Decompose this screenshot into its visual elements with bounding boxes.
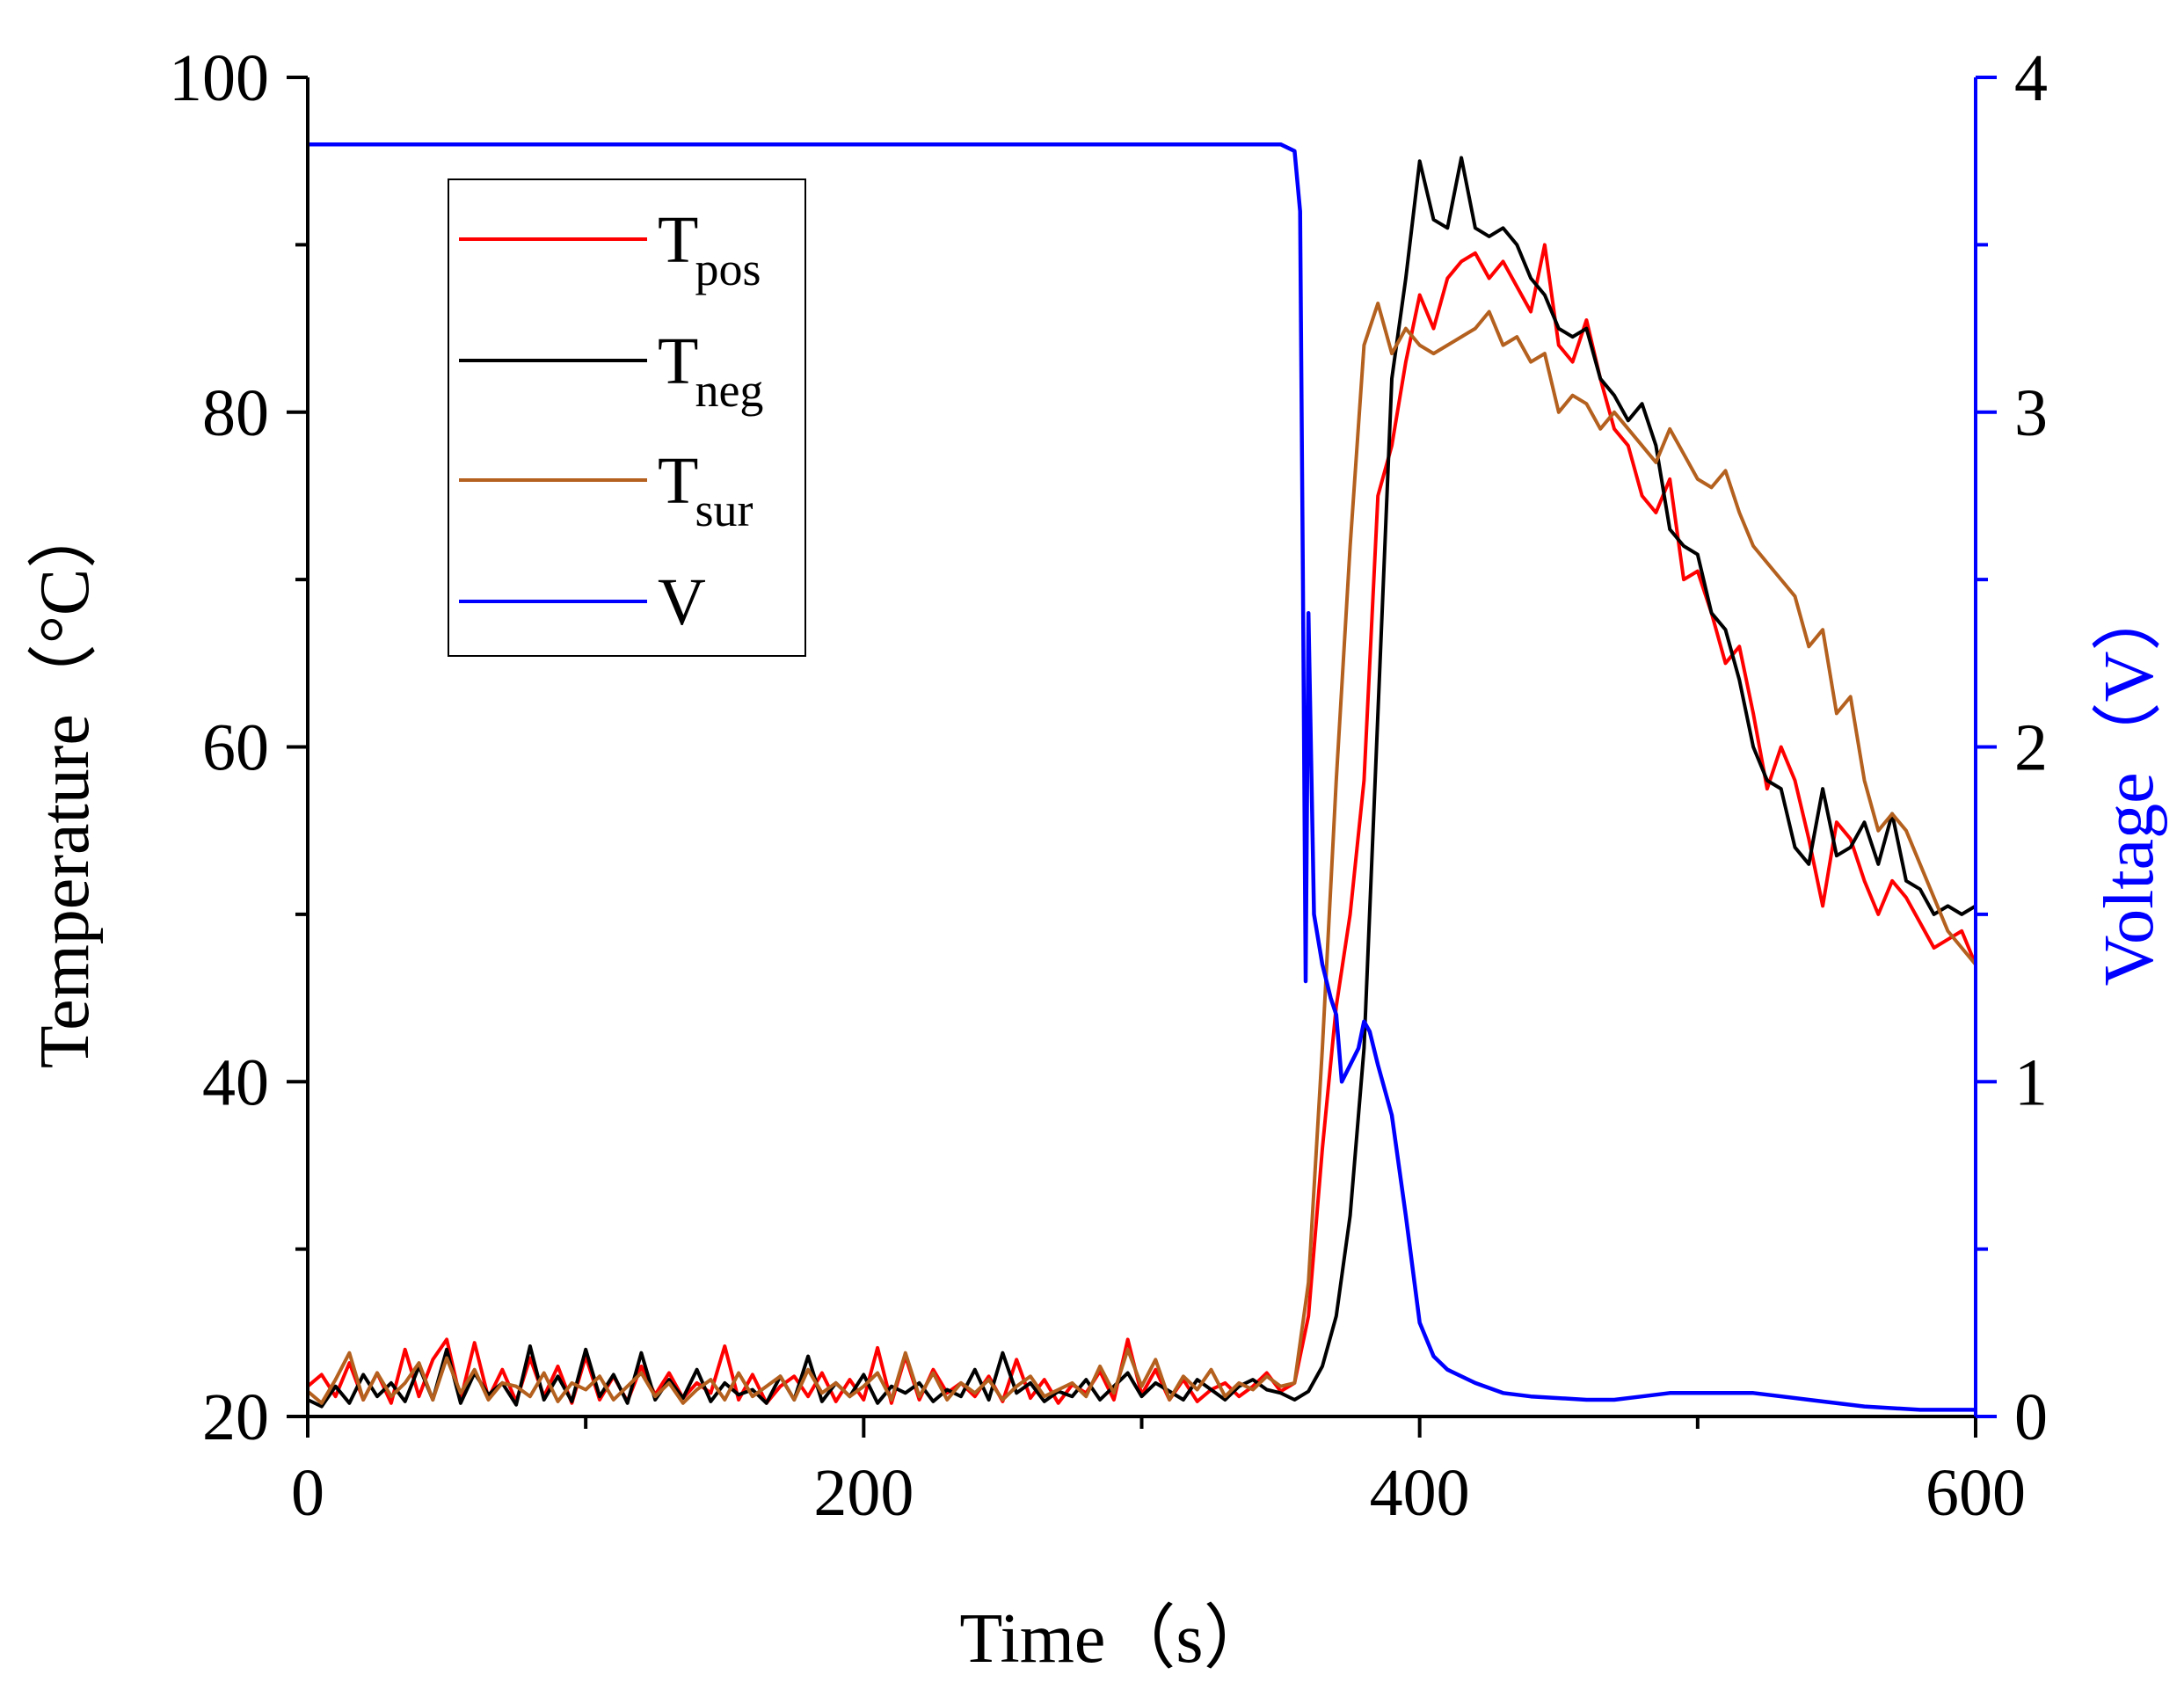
y-left-tick-label: 100 bbox=[169, 41, 269, 115]
y-right-tick-label: 2 bbox=[2014, 711, 2048, 785]
y-left-tick-label: 60 bbox=[202, 711, 269, 785]
series-line-V bbox=[308, 142, 1976, 1412]
ticks: 0 200 400 600 20 40 60 80 100 0 1 2 3 4 bbox=[169, 41, 2048, 1530]
y-right-tick-label: 0 bbox=[2014, 1380, 2048, 1454]
y-left-axis-title: Temperature（°C） bbox=[26, 499, 104, 1068]
legend-label-pos: Tpos bbox=[658, 203, 761, 295]
y-right-tick-label: 4 bbox=[2014, 41, 2048, 115]
legend-label-V: V bbox=[658, 565, 706, 639]
x-tick-label: 400 bbox=[1370, 1456, 1470, 1530]
legend-label-sur: Tsur bbox=[658, 444, 753, 536]
x-tick-label: 0 bbox=[291, 1456, 324, 1530]
y-right-axis-title: Voltage（V） bbox=[2091, 581, 2168, 987]
data-lines bbox=[306, 142, 1977, 1412]
legend-items: Tpos Tneg Tsur V bbox=[459, 203, 763, 639]
y-left-tick-label: 80 bbox=[202, 376, 269, 450]
legend-box bbox=[448, 178, 806, 657]
y-right-tick-label: 1 bbox=[2014, 1045, 2048, 1119]
y-left-tick-label: 20 bbox=[202, 1380, 269, 1454]
x-axis-title: Time（s） bbox=[959, 1600, 1273, 1678]
y-right-tick-label: 3 bbox=[2014, 376, 2048, 450]
series-line-neg bbox=[307, 156, 1977, 1409]
legend: Tpos Tneg Tsur V bbox=[448, 178, 806, 657]
x-tick-label: 200 bbox=[813, 1456, 914, 1530]
series-line-sur bbox=[306, 302, 1977, 1405]
x-tick-label: 600 bbox=[1926, 1456, 2026, 1530]
y-left-tick-label: 40 bbox=[202, 1045, 269, 1119]
legend-label-neg: Tneg bbox=[658, 324, 763, 417]
